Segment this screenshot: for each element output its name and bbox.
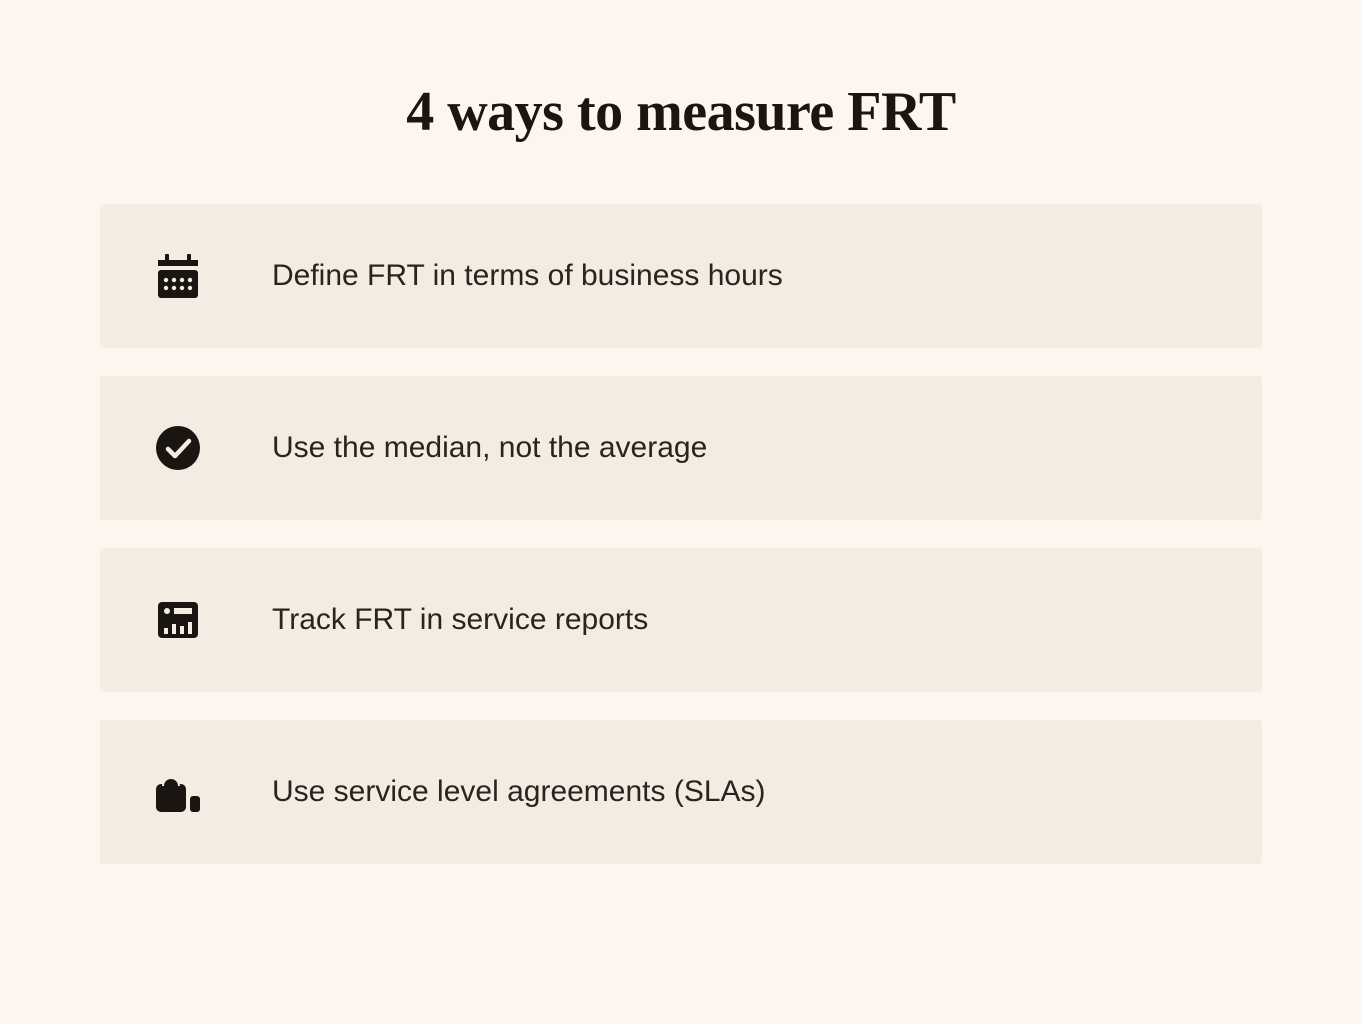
list-item: Use the median, not the average: [100, 376, 1262, 520]
list-item-label: Use the median, not the average: [272, 431, 707, 465]
infographic-page: 4 ways to measure FRT: [0, 0, 1362, 1024]
list-item: Define FRT in terms of business hours: [100, 204, 1262, 348]
dashboard-icon: [148, 590, 208, 650]
list-item: Track FRT in service reports: [100, 548, 1262, 692]
card-list: Define FRT in terms of business hours Us…: [100, 204, 1262, 864]
checkmark-circle-icon: [148, 418, 208, 478]
calendar-icon: [148, 246, 208, 306]
list-item-label: Track FRT in service reports: [272, 603, 648, 637]
page-title: 4 ways to measure FRT: [100, 80, 1262, 144]
lock-bar-icon: [148, 762, 208, 822]
list-item-label: Define FRT in terms of business hours: [272, 259, 783, 293]
list-item-label: Use service level agreements (SLAs): [272, 775, 766, 809]
list-item: Use service level agreements (SLAs): [100, 720, 1262, 864]
